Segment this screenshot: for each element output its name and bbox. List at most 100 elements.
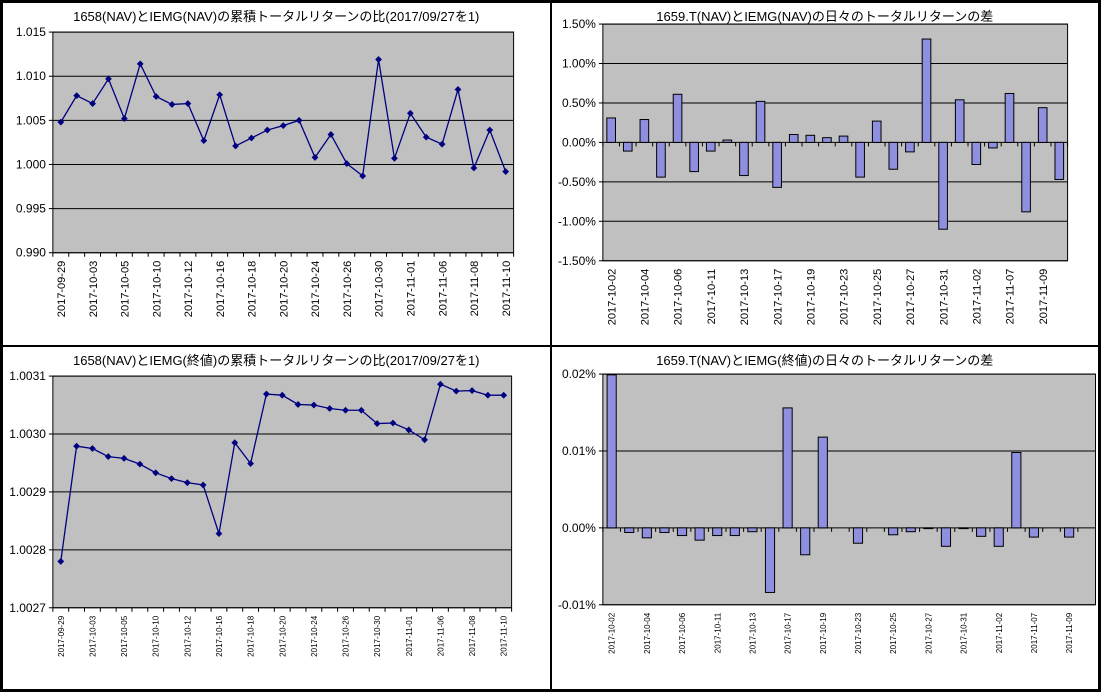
data-bar: [970, 141, 981, 166]
point-marker: [343, 160, 351, 167]
x-tick-label: 2017-11-10: [501, 261, 513, 317]
data-bar: [805, 134, 815, 143]
y-tick-label: 0.01%: [561, 444, 595, 458]
data-bar: [921, 38, 931, 143]
data-bar: [622, 141, 633, 152]
data-bar: [688, 141, 699, 173]
x-tick-label: 2017-11-01: [405, 615, 414, 656]
x-tick-label: 2017-11-02: [971, 269, 983, 325]
y-tick-label: 0.00%: [561, 521, 595, 535]
cumulative-return-ratio-close-chart: 1.0031 1.0030 1.0029 1.0028 1.0027 2017-09-29…: [9, 369, 513, 657]
point-marker: [311, 154, 319, 161]
point-marker: [73, 442, 80, 450]
data-bar: [854, 141, 865, 178]
daily-return-diff-close-chart: 0.02% 0.01% 0.00% -0.01% 2017-10-02 2017-10-0…: [557, 367, 1096, 654]
x-tick-label: 2017-10-18: [247, 615, 256, 657]
y-tick-label: 1.015: [16, 25, 46, 39]
point-marker: [295, 116, 303, 124]
x-tick-label: 2017-11-06: [437, 261, 449, 317]
x-tick-label: 2017-11-06: [436, 615, 445, 656]
x-tick-label: 2017-10-13: [748, 612, 757, 654]
x-tick-label: 2017-10-17: [772, 269, 784, 325]
x-tick-label: 2017-10-04: [639, 269, 651, 325]
x-tick-label: 2017-11-09: [1037, 269, 1049, 325]
y-tick-label: 0.990: [16, 246, 46, 260]
chart-title: 1658(NAV)とIEMG(NAV)の累積トータルリターンの比(2017/09…: [73, 9, 480, 24]
y-tick-label: 1.0029: [9, 485, 46, 499]
point-marker: [199, 481, 207, 489]
point-marker: [342, 406, 349, 414]
x-tick-label: 2017-10-17: [783, 612, 792, 654]
plot-area: [52, 31, 515, 254]
x-tick-label: 2017-11-08: [469, 261, 481, 317]
point-marker: [500, 391, 508, 399]
cumulative-return-ratio-nav-chart: 1.015 1.010 1.005 1.000 0.995 0.990 2017-09-29…: [16, 25, 515, 317]
x-tick-label: 2017-10-12: [183, 261, 195, 317]
point-marker: [294, 401, 302, 408]
data-bar: [937, 141, 948, 230]
point-marker: [120, 115, 128, 122]
y-tick-label: 0.995: [16, 202, 46, 216]
data-bar: [821, 137, 832, 143]
point-marker: [484, 391, 492, 399]
data-bar: [1037, 107, 1048, 143]
point-marker: [327, 131, 335, 138]
point-marker: [452, 387, 460, 395]
x-tick-label: 2017-10-25: [871, 269, 883, 325]
y-tick-label: 1.010: [16, 69, 46, 83]
x-tick-label: 2017-10-23: [854, 612, 863, 654]
panel-daily-return-diff-close: 1659.T(NAV)とIEMG(終値)の日々のトータルリターンの差 0.02%…: [550, 346, 1099, 690]
point-marker: [391, 154, 398, 162]
data-bar: [940, 527, 951, 547]
x-tick-label: 2017-11-08: [468, 615, 477, 656]
x-tick-label: 2017-11-01: [406, 261, 418, 317]
data-bar: [639, 119, 649, 143]
data-bar: [871, 120, 882, 143]
data-bar: [987, 141, 998, 149]
data-bar: [904, 141, 915, 153]
chart-title: 1659.T(NAV)とIEMG(終値)の日々のトータルリターンの差: [656, 353, 994, 368]
x-tick-label: 2017-10-18: [247, 261, 259, 317]
y-tick-label: 0.50%: [561, 96, 595, 110]
data-bar: [782, 407, 793, 529]
y-tick-label: 1.000: [16, 157, 46, 171]
x-tick-label: 2017-11-09: [1065, 612, 1074, 653]
point-marker: [120, 454, 128, 462]
point-marker: [168, 475, 175, 483]
data-bar: [655, 141, 666, 178]
daily-return-diff-nav-chart: 1.50% 1.00% 0.50% 0.00% -0.50% -1.00% -1.50% 20…: [557, 17, 1068, 325]
y-tick-label: 1.00%: [561, 56, 595, 70]
x-tick-label: 2017-11-07: [1029, 612, 1038, 653]
data-bar: [771, 141, 782, 188]
x-tick-label: 2017-10-16: [215, 615, 224, 657]
data-bar: [852, 527, 863, 544]
x-tick-label: 2017-10-10: [151, 261, 163, 317]
x-tick-label: 2017-10-06: [672, 269, 684, 325]
point-marker: [104, 453, 112, 461]
point-marker: [57, 118, 65, 126]
point-marker: [406, 109, 414, 117]
data-bar: [694, 527, 705, 541]
point-marker: [437, 380, 444, 388]
point-marker: [263, 390, 270, 398]
y-tick-label: -1.50%: [557, 254, 595, 268]
chart-title: 1659.T(NAV)とIEMG(NAV)の日々のトータルリターンの差: [656, 9, 994, 24]
point-marker: [183, 479, 191, 487]
plot-area: [601, 373, 1096, 606]
data-bar: [975, 527, 986, 537]
x-tick-label: 2017-10-02: [607, 612, 616, 654]
x-tick-label: 2017-10-24: [310, 615, 319, 657]
data-bar: [764, 527, 775, 593]
data-bar: [605, 117, 616, 143]
y-tick-label: -0.01%: [557, 598, 595, 612]
data-bar: [957, 527, 969, 530]
point-marker: [216, 91, 224, 99]
x-tick-label: 2017-10-11: [705, 269, 717, 325]
point-marker: [310, 401, 318, 409]
point-marker: [105, 75, 112, 83]
data-bar: [993, 527, 1004, 547]
point-marker: [136, 460, 144, 468]
data-bar: [729, 527, 740, 537]
x-tick-label: 2017-10-30: [373, 615, 382, 657]
